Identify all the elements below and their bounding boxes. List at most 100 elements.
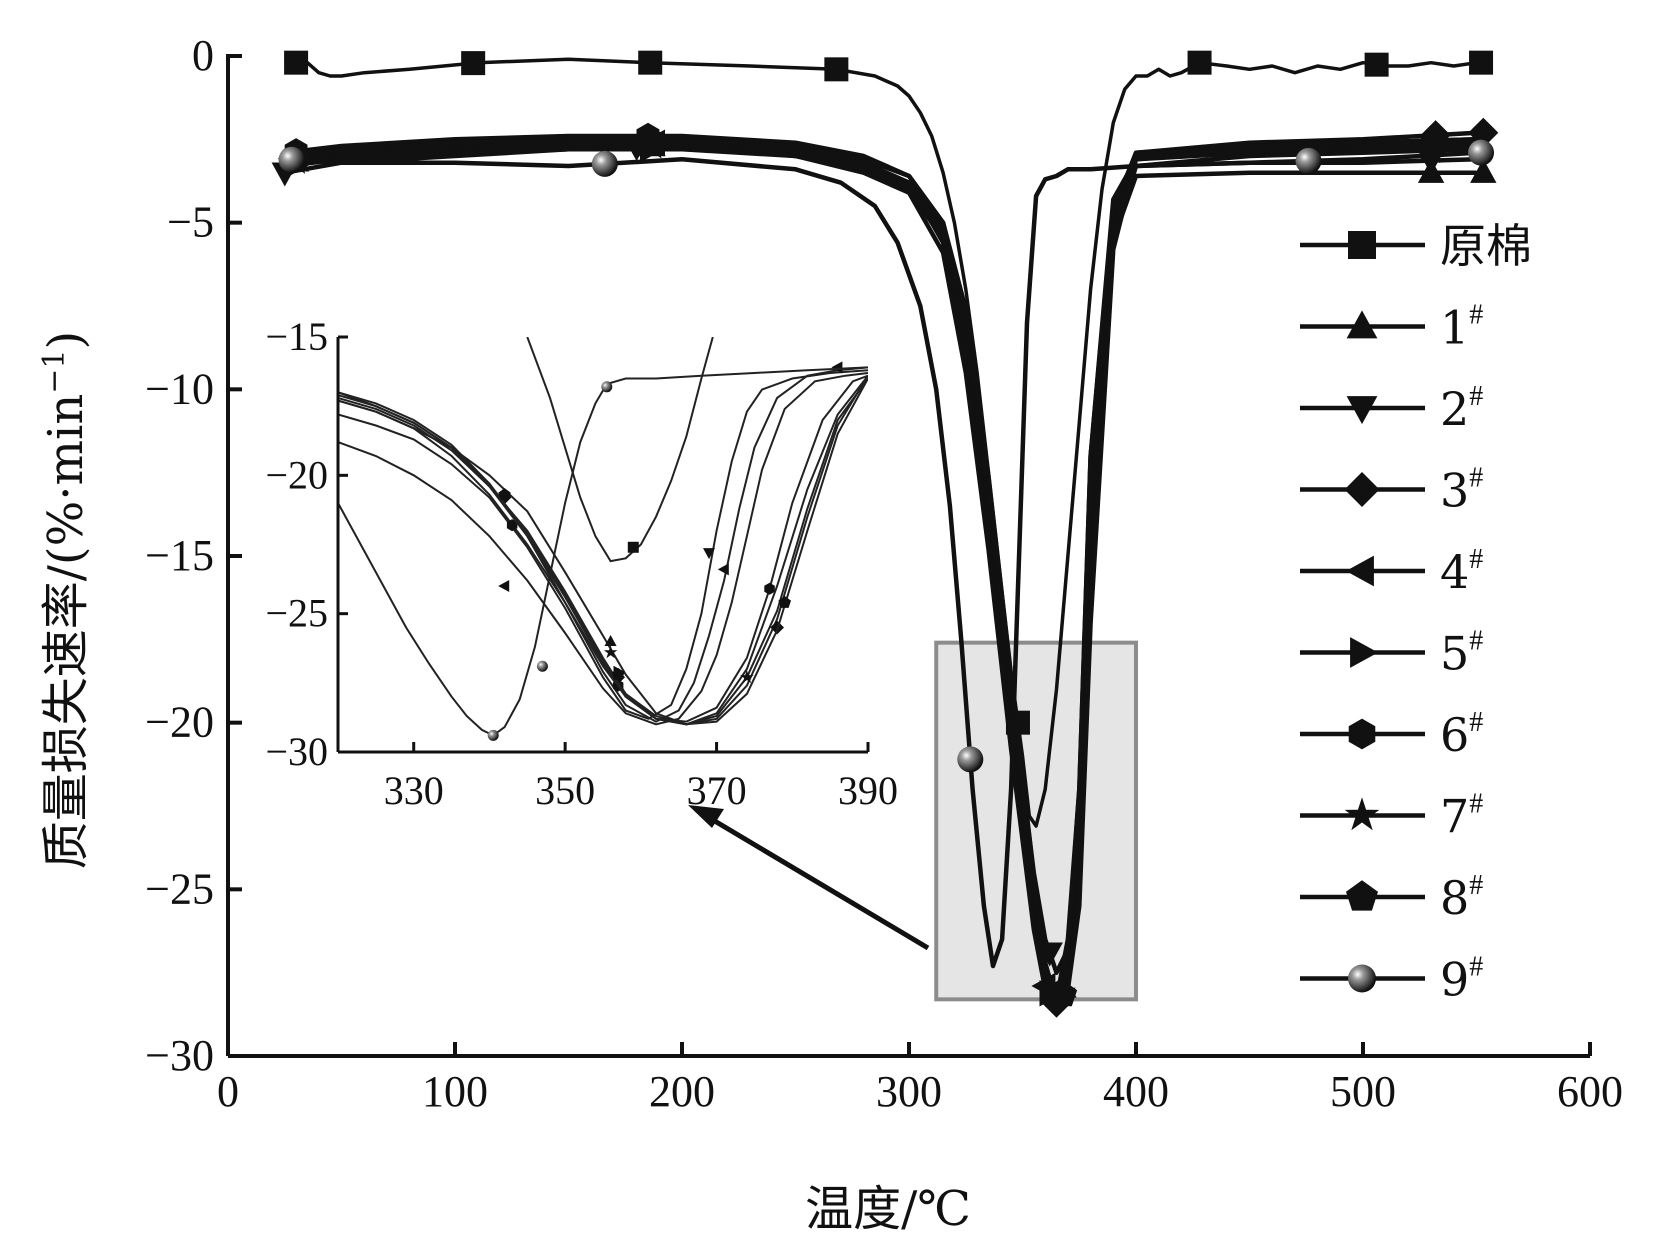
legend-label: 8# xyxy=(1440,870,1483,925)
legend-item: 3# xyxy=(1300,463,1483,518)
data-point-marker xyxy=(1295,147,1322,174)
legend-item: 8# xyxy=(1300,870,1483,925)
zoom-arrow xyxy=(688,805,930,951)
legend-label: 4# xyxy=(1440,544,1483,599)
inset-data-point-marker xyxy=(536,660,548,672)
legend-label-number: 6 xyxy=(1440,708,1469,762)
legend-label-number: 9 xyxy=(1440,953,1469,1007)
inset-series-line xyxy=(526,337,714,563)
legend-label-number: 1 xyxy=(1440,301,1469,355)
legend-item: 7# xyxy=(1300,789,1483,844)
inset-data-point-marker xyxy=(703,548,715,560)
data-point-marker xyxy=(638,50,663,75)
legend-label: 7# xyxy=(1440,789,1483,844)
legend-label-number: 4 xyxy=(1440,545,1469,599)
x-tick-label: 400 xyxy=(1103,1067,1169,1116)
data-point-marker xyxy=(636,124,664,151)
main-axes: 0 100 200 300 400 500 600 0 −5 −10 −15 −20 −25 −30 xyxy=(145,31,1623,1116)
data-point-marker xyxy=(1468,139,1495,166)
legend-item: 2# xyxy=(1300,381,1483,436)
y-tick-label: 0 xyxy=(192,31,214,80)
y-tick-label: −10 xyxy=(145,364,214,413)
inset-series-line xyxy=(338,369,868,720)
inset-x-tick-label: 350 xyxy=(535,768,595,813)
data-point-marker xyxy=(1470,158,1497,183)
x-tick-label: 500 xyxy=(1330,1067,1396,1116)
inset-y-tick-label: −30 xyxy=(265,729,328,774)
legend-label-sup: # xyxy=(1469,870,1483,901)
legend-item: 1# xyxy=(1300,300,1483,355)
inset-series-7 xyxy=(338,377,868,726)
svg-text:质量损失速率/(%·min−1): 质量损失速率/(%·min−1) xyxy=(37,331,94,870)
legend-label-sup: # xyxy=(1469,300,1483,331)
y-tick-label: −5 xyxy=(167,198,214,247)
inset-data-point-marker xyxy=(498,488,511,500)
legend-item: 原棉 xyxy=(1300,219,1532,273)
inset-data-point-marker xyxy=(603,645,618,659)
series-raw-cotton xyxy=(284,50,1494,828)
inset-series-8 xyxy=(338,378,868,726)
inset-series-raw-cotton xyxy=(526,337,714,563)
y-tick-label: −25 xyxy=(145,864,214,913)
legend-marker xyxy=(1346,310,1378,339)
data-point-marker xyxy=(824,57,849,82)
legend-item: 5# xyxy=(1300,626,1483,681)
inset-data-point-marker xyxy=(601,381,613,393)
legend-marker xyxy=(1348,718,1376,750)
legend-item: 9# xyxy=(1300,952,1483,1007)
data-point-marker xyxy=(1421,129,1450,156)
legend-label-sup: # xyxy=(1469,381,1483,412)
data-point-marker xyxy=(591,150,618,177)
series-line xyxy=(284,57,1477,828)
inset-data-point-marker xyxy=(740,670,754,684)
legend-marker xyxy=(1345,555,1374,587)
legend-label: 原棉 xyxy=(1440,219,1532,273)
data-point-marker xyxy=(461,51,486,76)
x-tick-label: 300 xyxy=(876,1067,942,1116)
main-plot-area: 0 100 200 300 400 500 600 0 −5 −10 −15 −20 −25 −30 xyxy=(145,31,1623,1116)
y-tick-label: −20 xyxy=(145,698,214,747)
x-axis-title: 温度/℃ xyxy=(805,1181,971,1237)
x-tick-label: 0 xyxy=(217,1067,239,1116)
inset-series-9 xyxy=(338,366,868,741)
data-point-marker xyxy=(1187,50,1212,75)
inset-axes: 330 350 370 390 −15 −20 −25 −30 xyxy=(265,314,898,813)
inset-data-point-marker xyxy=(778,596,791,608)
inset-data-point-marker xyxy=(764,582,775,595)
y-tick-label: −15 xyxy=(145,531,214,580)
y-tick-label: −30 xyxy=(145,1031,214,1080)
legend-label: 3# xyxy=(1440,463,1483,518)
legend-label-sup: # xyxy=(1469,626,1483,657)
data-point-marker xyxy=(957,746,984,773)
legend-marker xyxy=(1346,880,1378,911)
main-series-group xyxy=(271,50,1499,1018)
inset-data-point-marker xyxy=(506,519,518,532)
inset-y-tick-label: −20 xyxy=(265,452,328,497)
y-axis-title-main: 质量损失速率/(%·min xyxy=(38,394,94,870)
y-axis-title-exponent: −1 xyxy=(37,349,72,393)
legend: 原棉1#2#3#4#5#6#7#8#9# xyxy=(1300,219,1532,1007)
data-point-marker xyxy=(284,50,309,75)
legend-label-sup: # xyxy=(1469,952,1483,983)
inset-x-tick-label: 330 xyxy=(384,768,444,813)
legend-marker xyxy=(1344,797,1380,831)
series-9 xyxy=(278,139,1495,969)
data-point-marker xyxy=(1049,980,1078,1007)
inset-data-point-marker xyxy=(717,563,729,576)
legend-label-number: 8 xyxy=(1440,871,1469,925)
zoom-arrow-head xyxy=(688,805,724,828)
legend-label-sup: # xyxy=(1469,789,1483,820)
inset-plot: 330 350 370 390 −15 −20 −25 −30 xyxy=(265,314,898,813)
series-line xyxy=(284,150,1477,969)
inset-x-tick-label: 370 xyxy=(687,768,747,813)
legend-marker xyxy=(1348,964,1376,993)
legend-label-sup: # xyxy=(1469,707,1483,738)
x-tick-label: 600 xyxy=(1557,1067,1623,1116)
inset-series-line xyxy=(338,378,868,726)
y-axis-title-tail: ) xyxy=(38,331,94,350)
legend-label: 1# xyxy=(1440,300,1483,355)
inset-series-group xyxy=(338,337,868,741)
inset-series-line xyxy=(338,377,868,726)
legend-label: 5# xyxy=(1440,626,1483,681)
